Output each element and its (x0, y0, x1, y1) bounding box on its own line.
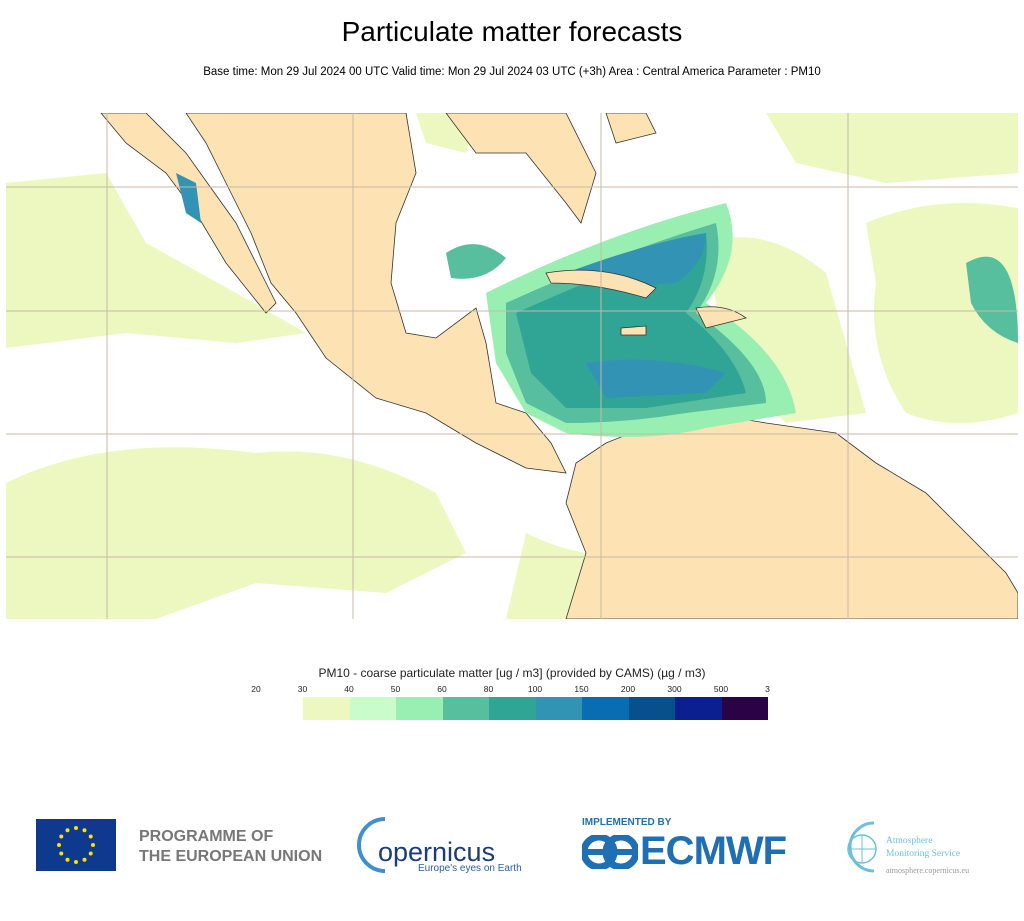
eu-star-icon (65, 857, 70, 862)
eu-line2: THE EUROPEAN UNION (139, 848, 323, 865)
legend-tick: 500 (713, 684, 729, 694)
pm10-map[interactable] (6, 113, 1018, 619)
legend-color-swatch (442, 697, 489, 720)
legend-tick: 50 (390, 684, 401, 694)
eu-star-icon (59, 834, 64, 839)
eu-star-icon (82, 828, 87, 833)
eu-star-icon (74, 860, 78, 864)
legend-tick: 20 (251, 684, 261, 694)
eu-flag-logo (36, 819, 116, 871)
legend-tick: 60 (437, 684, 447, 694)
lat-lon-grid (6, 113, 1018, 619)
copernicus-logo-text: opernicus (378, 837, 496, 867)
legend-color-swatch (396, 697, 443, 720)
cams-url[interactable]: atmosphere.copernicus.eu (886, 866, 970, 875)
legend-tick: 300 (667, 684, 682, 694)
ecmwf-logo-icon (582, 835, 638, 869)
legend-color-swatch (628, 697, 675, 720)
legend-colorbar (303, 697, 768, 720)
eu-star-icon (91, 843, 95, 847)
implemented-by-label: IMPLEMENTED BY (582, 817, 672, 828)
forecast-subtitle: Base time: Mon 29 Jul 2024 00 UTC Valid … (203, 66, 821, 78)
eu-star-icon (82, 857, 87, 862)
eu-star-icon (88, 851, 93, 856)
eu-star-icon (74, 826, 78, 830)
eu-line1: PROGRAMME OF (139, 828, 274, 845)
legend-tick: 40 (344, 684, 354, 694)
legend-color-swatch (535, 697, 582, 720)
legend-tick: 30 (297, 684, 308, 694)
legend-color-swatch (303, 697, 350, 720)
cams-line1: Atmosphere (886, 836, 933, 846)
legend-color-swatch (349, 697, 396, 720)
legend-color-swatch (675, 697, 722, 720)
eu-star-icon (57, 843, 61, 847)
legend-tick: 200 (620, 684, 636, 694)
legend-color-swatch (721, 697, 768, 720)
legend-tick: 100 (527, 684, 543, 694)
footer-logos: PROGRAMME OF THE EUROPEAN UNION opernicu… (0, 815, 1024, 885)
legend-color-swatch (582, 697, 629, 720)
eu-star-icon (65, 828, 70, 833)
legend-color-swatch (489, 697, 536, 720)
copernicus-c-icon (357, 817, 386, 873)
legend-tick: 3 (765, 684, 770, 694)
eu-star-icon (59, 851, 64, 856)
land (100, 113, 1018, 619)
legend-title: PM10 - coarse particulate matter [ug / m… (318, 666, 706, 680)
legend-ticks: 20 30 40 50 60 80 100 150 200 300 500 3 (0, 684, 1024, 696)
page-title: Particulate matter forecasts (341, 16, 683, 47)
eu-programme-text: PROGRAMME OF THE EUROPEAN UNION (139, 827, 322, 867)
legend-tick: 80 (483, 684, 494, 694)
ecmwf-logo-text: ECMWF (640, 829, 787, 873)
cams-globe-icon (847, 821, 877, 873)
copernicus-tagline: Europe's eyes on Earth (418, 863, 522, 874)
cams-service-name: Atmosphere Monitoring Service (886, 835, 960, 861)
cams-line2: Monitoring Service (886, 849, 961, 859)
legend-tick: 150 (574, 684, 589, 694)
eu-star-icon (88, 834, 93, 839)
